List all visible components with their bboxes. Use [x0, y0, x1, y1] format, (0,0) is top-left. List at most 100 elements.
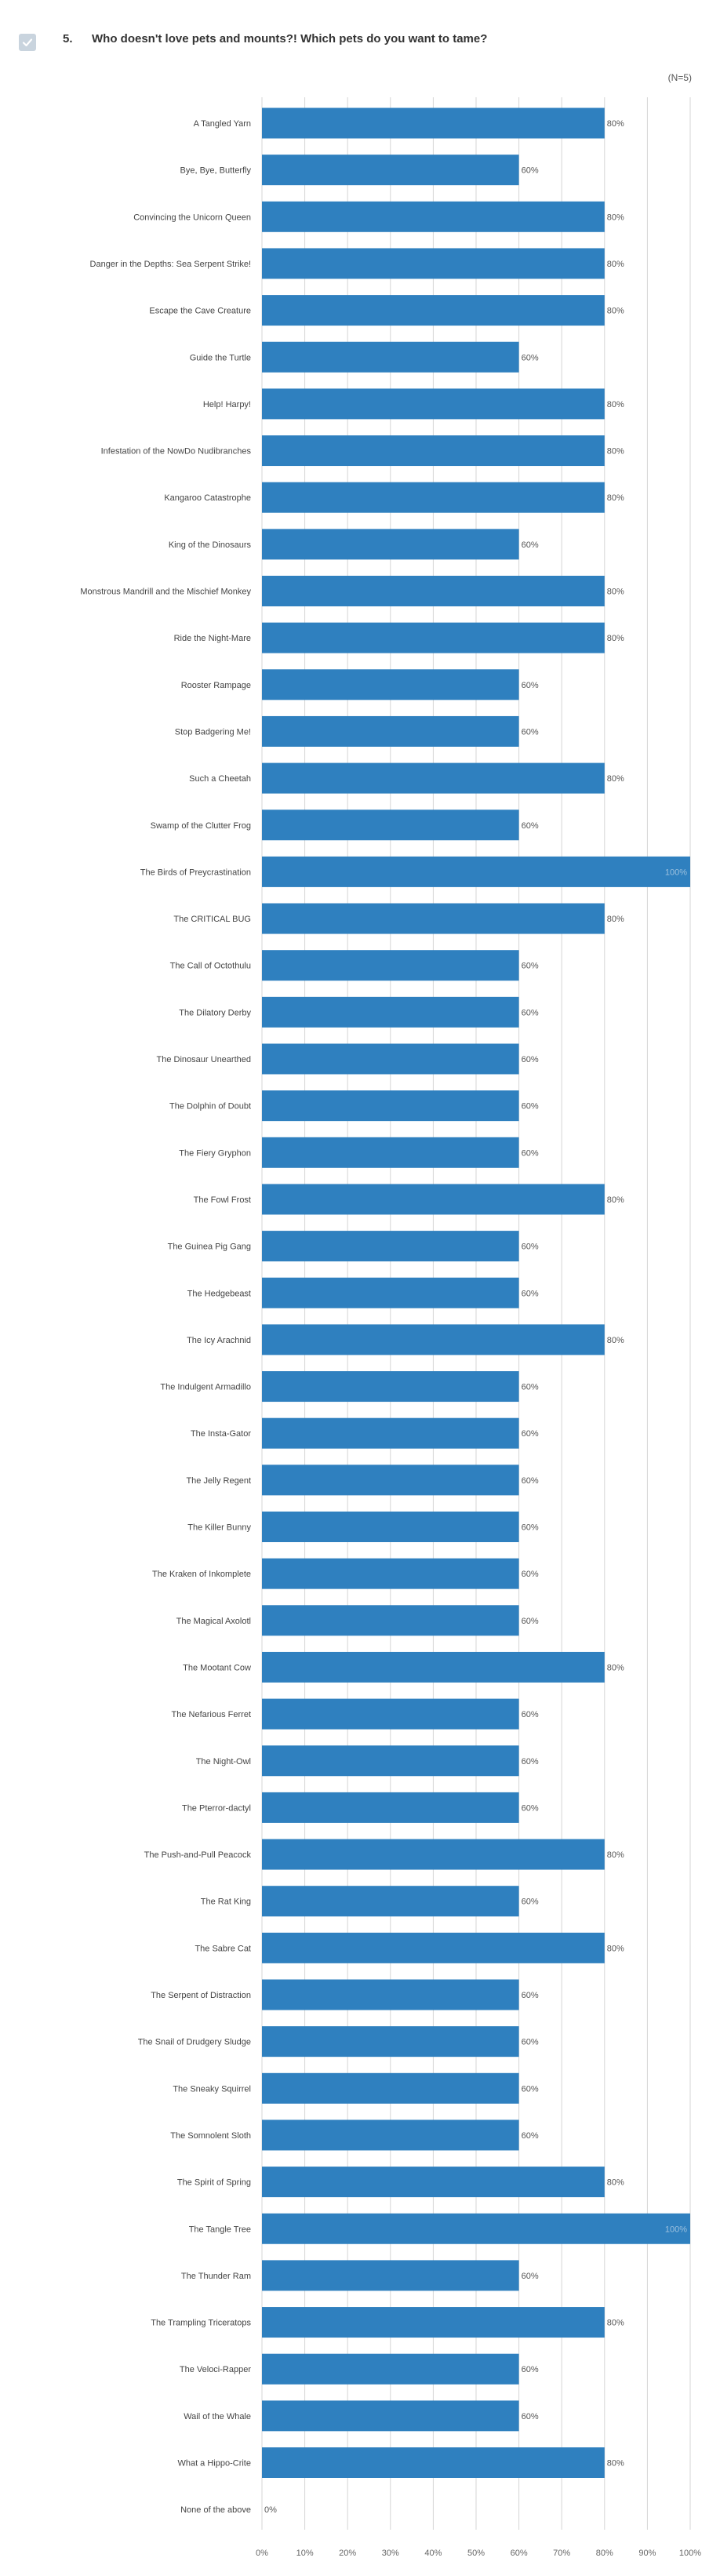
value-label: 60%	[522, 540, 539, 550]
value-label: 60%	[522, 1991, 539, 2000]
category-label: Escape the Cave Creature	[149, 307, 251, 316]
category-label: The CRITICAL BUG	[173, 915, 251, 924]
question-checkbox[interactable]	[19, 34, 36, 51]
bar	[262, 155, 519, 186]
category-label: Help! Harpy!	[203, 400, 251, 409]
category-label: The Veloci-Rapper	[180, 2365, 251, 2374]
value-label: 60%	[522, 1617, 539, 1626]
category-label: The Call of Octothulu	[170, 962, 251, 971]
x-tick-label: 10%	[296, 2549, 314, 2558]
value-label: 60%	[522, 727, 539, 737]
question-title: Who doesn't love pets and mounts?! Which…	[92, 32, 488, 45]
category-label: The Hedgebeast	[187, 1289, 251, 1298]
value-label: 80%	[607, 2178, 624, 2188]
category-label: The Guinea Pig Gang	[168, 1243, 251, 1252]
value-label: 60%	[522, 1897, 539, 1907]
bar	[262, 1932, 605, 1963]
value-label: 60%	[522, 1429, 539, 1439]
bar	[262, 1043, 519, 1075]
bar	[262, 1698, 519, 1730]
value-label: 80%	[607, 1195, 624, 1205]
bar	[262, 2400, 519, 2432]
bar	[262, 388, 605, 420]
category-label: The Somnolent Sloth	[170, 2131, 251, 2141]
bar	[262, 1979, 519, 2010]
bar	[262, 1277, 519, 1308]
category-label: The Dinosaur Unearthed	[157, 1055, 251, 1064]
category-label: Infestation of the NowDo Nudibranches	[101, 447, 252, 457]
category-label: The Insta-Gator	[191, 1429, 251, 1439]
value-label: 80%	[607, 307, 624, 316]
value-label: 60%	[522, 1710, 539, 1719]
category-label: The Rat King	[201, 1897, 251, 1907]
bar	[262, 2072, 519, 2104]
value-label: 60%	[522, 1102, 539, 1112]
value-label: 60%	[522, 1008, 539, 1017]
category-label: The Magical Axolotl	[176, 1617, 251, 1626]
x-tick-label: 30%	[382, 2549, 399, 2558]
value-label: 60%	[522, 2038, 539, 2047]
bar	[262, 1605, 519, 1636]
bar	[262, 950, 519, 981]
value-label: 60%	[522, 1289, 539, 1298]
category-label: The Dolphin of Doubt	[169, 1102, 251, 1112]
x-tick-label: 80%	[596, 2549, 613, 2558]
sample-size-label: (N=5)	[667, 72, 692, 83]
value-label: 80%	[607, 2459, 624, 2469]
bar	[262, 1371, 519, 1403]
category-label: A Tangled Yarn	[194, 119, 251, 129]
value-label: 60%	[522, 962, 539, 971]
bar	[262, 1839, 605, 1870]
bar	[262, 856, 690, 887]
bar	[262, 2119, 519, 2151]
bar	[262, 201, 605, 232]
value-label: 60%	[522, 1243, 539, 1252]
value-label: 80%	[607, 493, 624, 503]
value-label: 80%	[607, 588, 624, 597]
value-label: 60%	[522, 2412, 539, 2421]
category-label: Bye, Bye, Butterfly	[180, 166, 252, 176]
category-label: The Pterror-dactyl	[182, 1803, 251, 1813]
x-tick-label: 0%	[256, 2549, 268, 2558]
category-label: King of the Dinosaurs	[169, 540, 252, 550]
bar	[262, 1137, 519, 1168]
category-label: The Night-Owl	[196, 1757, 251, 1766]
bar	[262, 435, 605, 467]
bar	[262, 1184, 605, 1215]
category-label: The Fowl Frost	[194, 1195, 251, 1205]
value-label: 0%	[264, 2505, 277, 2515]
value-label: 80%	[607, 1336, 624, 1345]
bar	[262, 1512, 519, 1542]
category-label: The Spirit of Spring	[177, 2178, 251, 2188]
category-label: The Jelly Regent	[186, 1476, 251, 1486]
question-number: 5.	[63, 32, 73, 45]
category-label: The Snail of Drudgery Sludge	[138, 2038, 251, 2047]
bar	[262, 1417, 519, 1449]
category-label: The Trampling Triceratops	[151, 2319, 251, 2328]
category-label: The Fiery Gryphon	[179, 1148, 251, 1158]
bar	[262, 2167, 605, 2198]
category-label: The Indulgent Armadillo	[160, 1383, 251, 1392]
value-label: 60%	[522, 1570, 539, 1579]
bar	[262, 1792, 519, 1823]
bar	[262, 622, 605, 653]
category-label: The Killer Bunny	[187, 1523, 251, 1533]
value-label: 60%	[522, 2272, 539, 2281]
bar	[262, 295, 605, 326]
value-label: 60%	[522, 2084, 539, 2094]
value-label: 60%	[522, 1055, 539, 1064]
bar	[262, 2353, 519, 2385]
x-tick-label: 70%	[553, 2549, 570, 2558]
category-label: The Tangle Tree	[189, 2225, 251, 2234]
bar	[262, 762, 605, 794]
category-label: Swamp of the Clutter Frog	[151, 821, 251, 831]
value-label: 80%	[607, 1944, 624, 1953]
bar	[262, 1886, 519, 1917]
bar	[262, 482, 605, 513]
value-label: 80%	[607, 915, 624, 924]
bar	[262, 248, 605, 279]
category-label: The Mootant Cow	[183, 1663, 251, 1672]
x-tick-label: 90%	[638, 2549, 656, 2558]
category-label: Monstrous Mandrill and the Mischief Monk…	[80, 588, 251, 597]
